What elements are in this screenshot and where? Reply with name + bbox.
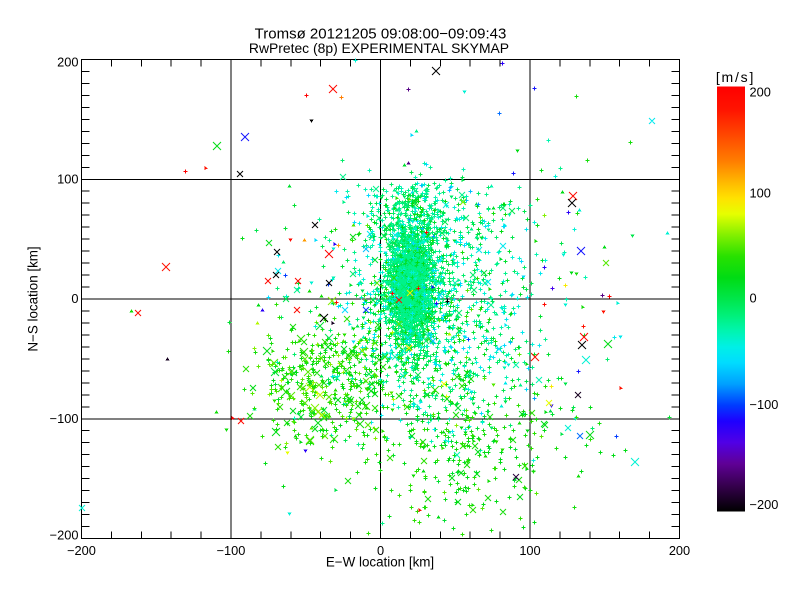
svg-text:N−S location [km]: N−S location [km] [26, 246, 41, 351]
svg-text:−100: −100 [750, 397, 779, 412]
svg-text:RwPretec (8p) EXPERIMENTAL SKY: RwPretec (8p) EXPERIMENTAL SKYMAP [249, 40, 509, 56]
svg-text:Tromsø 20121205 09:08:00−09:09: Tromsø 20121205 09:08:00−09:09:43 [255, 26, 507, 43]
svg-text:−200: −200 [50, 528, 79, 543]
svg-text:−200: −200 [67, 543, 96, 558]
svg-text:200: 200 [750, 85, 771, 100]
svg-text:−200: −200 [750, 497, 779, 512]
svg-text:E−W location [km]: E−W location [km] [326, 555, 434, 570]
svg-text:100: 100 [519, 543, 540, 558]
svg-text:100: 100 [750, 185, 771, 200]
svg-text:0: 0 [750, 291, 757, 306]
svg-text:−100: −100 [217, 543, 246, 558]
svg-text:0: 0 [71, 291, 78, 306]
svg-text:0: 0 [377, 543, 384, 558]
svg-text:[m/s]: [m/s] [716, 69, 755, 85]
svg-text:200: 200 [57, 55, 78, 70]
svg-text:200: 200 [669, 543, 690, 558]
svg-text:100: 100 [57, 171, 78, 186]
svg-text:−100: −100 [50, 411, 79, 426]
